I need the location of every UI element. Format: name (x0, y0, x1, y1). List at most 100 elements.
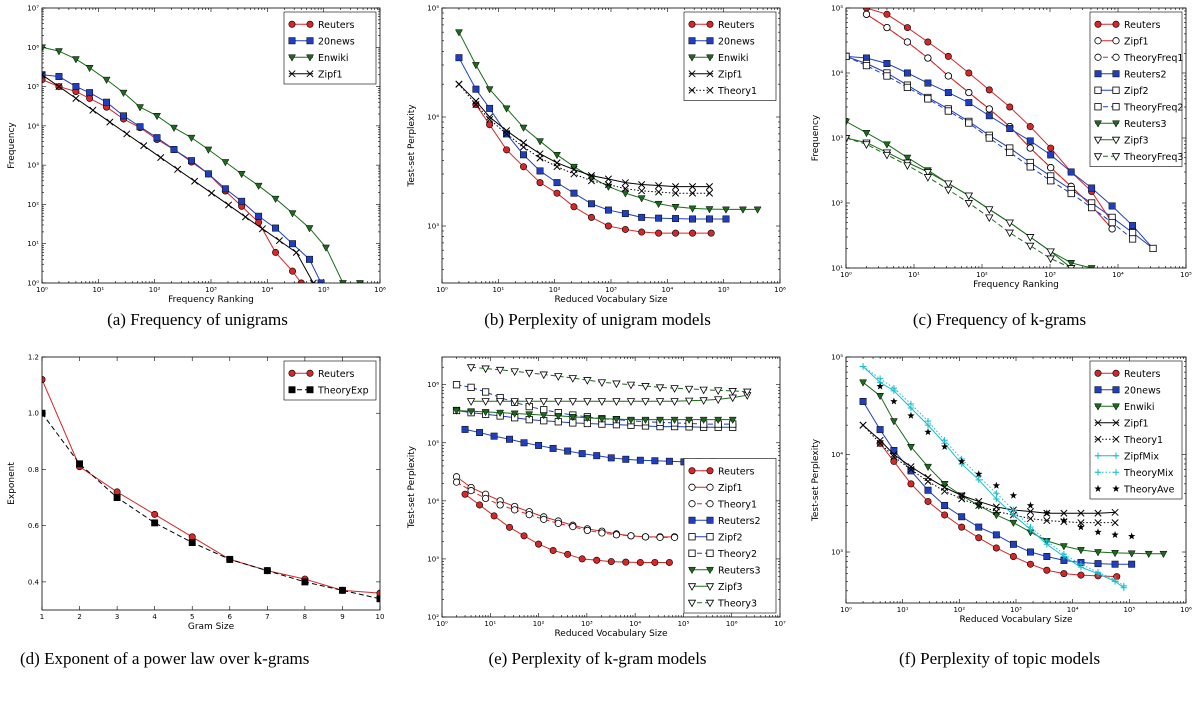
series-20news (455, 54, 730, 223)
legend-marker (288, 369, 296, 377)
legend-entry-Theory3: Theory3 (687, 598, 757, 609)
data-point-Reuters3 (525, 411, 534, 419)
data-point-Enwiki (1059, 543, 1068, 551)
series-20news (859, 398, 1136, 568)
data-point-TheoryFreq2 (924, 95, 932, 103)
series-line-Theory1 (456, 481, 675, 538)
data-point-Reuters (503, 146, 511, 154)
y-tick-label: 10⁵ (427, 5, 439, 13)
data-point-Reuters2 (883, 60, 891, 67)
legend-box (1089, 360, 1183, 500)
legend-label: 20news (318, 36, 355, 47)
plot-frame (41, 356, 381, 611)
data-point-20news (204, 170, 212, 178)
data-point-TheoryFreq3 (1026, 242, 1035, 251)
data-point-Reuters (1009, 552, 1017, 560)
data-point-Zipf1 (604, 175, 612, 183)
chart-d: 1 2 3 4 5 6 7 8 9 10 0.4 0.6 0.8 1.0 1.2 Gram Size Expon… (7, 354, 384, 633)
legend-entry-Zipf3: Zipf3 (1093, 135, 1149, 146)
data-point-20news (188, 157, 195, 165)
data-point-Reuters3 (699, 416, 708, 425)
data-point-Enwiki (637, 195, 646, 203)
data-point-TheoryMix (1060, 550, 1068, 558)
data-point-Zipf3 (525, 398, 534, 406)
y-tick-label: 10⁴ (831, 451, 843, 459)
data-point-Zipf1 (258, 225, 267, 233)
data-point-TheoryExp (151, 519, 159, 527)
data-point-Enwiki (1009, 519, 1018, 528)
data-point-Enwiki (722, 206, 730, 214)
series-Zipf1 (452, 473, 679, 541)
series-Enwiki (42, 44, 364, 283)
data-point-Theory1 (587, 177, 596, 185)
legend-entry-Zipf3: Zipf3 (687, 582, 743, 593)
data-point-Theory3 (495, 366, 505, 375)
legend-label: Reuters (318, 20, 355, 31)
data-point-Reuters (890, 457, 898, 465)
data-point-TheoryFreq2 (1006, 148, 1014, 157)
data-point-Theory1 (876, 439, 884, 447)
legend-label: Theory1 (1123, 435, 1163, 446)
series-Theory1 (455, 80, 714, 197)
data-point-Theory1 (641, 533, 650, 541)
data-point-Reuters2 (607, 454, 615, 462)
legend-marker (1111, 136, 1121, 145)
legend-label: Enwiki (318, 53, 349, 64)
series-line-TheoryExp (42, 412, 380, 600)
legend-entry-Theory1: Theory1 (1094, 435, 1163, 446)
data-point-TheoryFreq2 (1108, 218, 1116, 227)
legend-label: Zipf1 (318, 69, 343, 80)
data-point-Reuters (903, 24, 911, 32)
legend-marker (288, 386, 296, 394)
legend-marker (1094, 53, 1102, 61)
series-line-Reuters2 (464, 428, 713, 463)
data-point-Enwiki (705, 206, 714, 214)
caption-f-text: (f) Perplexity of topic models (898, 649, 1101, 668)
data-point-Reuters3 (627, 416, 635, 425)
data-point-20news (120, 112, 127, 120)
data-point-Enwiki (907, 443, 915, 452)
data-point-Reuters (665, 558, 673, 566)
series-TheoryAve (876, 382, 1136, 540)
data-point-20news (238, 197, 246, 205)
data-point-Theory1 (1043, 517, 1051, 525)
legend-marker (1112, 484, 1120, 492)
caption-d: (d) Exponent of a power law over k-grams (20, 649, 380, 669)
legend-entry-Reuters: Reuters (288, 20, 355, 31)
data-point-Reuters (535, 540, 543, 548)
data-point-Theory3 (713, 387, 723, 396)
legend-marker (1094, 435, 1102, 443)
y-tick-label: 10¹ (27, 240, 39, 248)
series-Reuters (461, 490, 673, 566)
data-point-Zipf1 (174, 165, 182, 173)
data-point-Enwiki (753, 206, 762, 214)
data-point-Reuters (536, 179, 544, 187)
x-tick-label: 10⁴ (1112, 271, 1124, 279)
legend-label: ZipfMix (1124, 451, 1159, 462)
x-tick-label: 10⁵ (1180, 271, 1192, 279)
data-point-Theory1 (455, 80, 463, 88)
data-point-Reuters2 (903, 69, 911, 77)
data-point-Enwiki (859, 379, 868, 387)
legend-marker (706, 516, 714, 524)
data-point-Reuters2 (461, 425, 469, 433)
x-tick-label: 10⁰ (840, 606, 852, 614)
x-tick-label: 10⁵ (1123, 606, 1135, 614)
data-point-Theory3 (539, 371, 548, 380)
legend-marker (1094, 120, 1102, 128)
data-point-Enwiki (485, 86, 494, 94)
legend-label: Zipf1 (1124, 36, 1149, 47)
chart-b: 10⁰ 10¹ 10² 10³ 10⁴ 10⁵ 10⁶ 10³ 10⁴ 10⁵ Reduced Vo… (407, 5, 786, 306)
legend-entry-TheoryFreq2: TheoryFreq2 (1094, 102, 1183, 113)
data-point-20news (170, 146, 178, 153)
data-point-TheoryFreq2 (883, 72, 891, 80)
legend-marker (1111, 153, 1121, 161)
x-tick-label: 10¹ (897, 606, 909, 614)
data-point-20news (924, 486, 932, 494)
data-point-TheoryMix (1010, 506, 1017, 514)
data-point-Reuters2 (1047, 151, 1055, 159)
data-point-Theory3 (597, 379, 607, 387)
data-point-Zipf3 (481, 398, 490, 406)
data-point-Reuters (672, 229, 680, 237)
data-point-Theory1 (482, 494, 490, 503)
